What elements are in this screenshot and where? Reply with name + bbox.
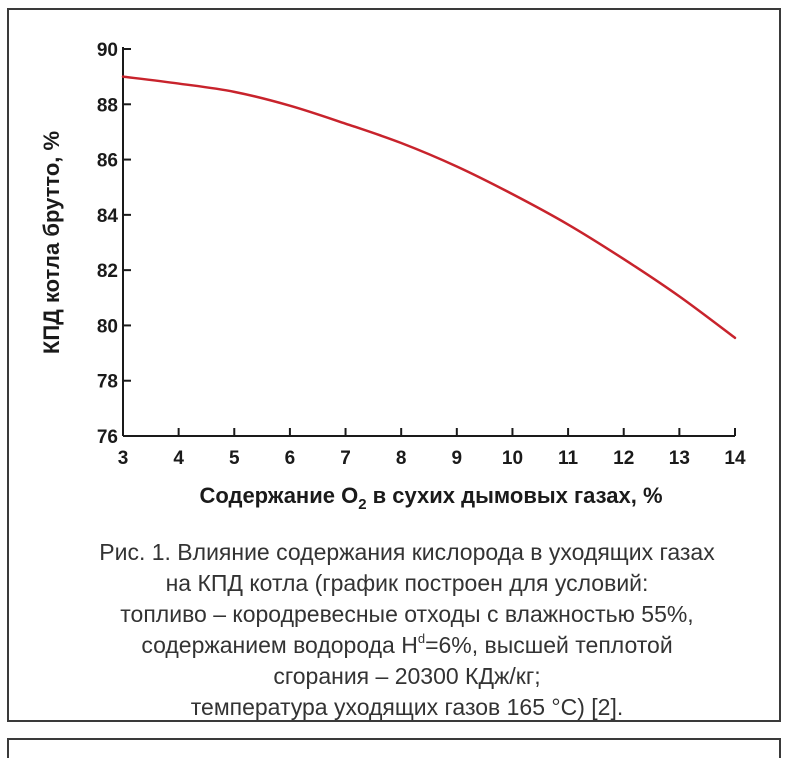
x-axis-label: Содержание O2 в сухих дымовых газах, % bbox=[199, 483, 662, 513]
x-tick-label: 3 bbox=[118, 448, 129, 469]
x-tick-label: 4 bbox=[173, 448, 184, 469]
figure-caption: Рис. 1. Влияние содержания кислорода в у… bbox=[29, 537, 785, 723]
x-tick-label: 8 bbox=[396, 448, 407, 469]
x-tick-label: 11 bbox=[558, 448, 579, 469]
caption-line-6: температура уходящих газов 165 °С) [2]. bbox=[190, 694, 624, 720]
x-tick-label: 10 bbox=[502, 448, 523, 469]
figure-frame: 76 78 80 82 84 86 88 90 3 4 5 6 7 8 9 10 11 12 13 14 КПД ко… bbox=[7, 8, 781, 722]
caption-line-5: сгорания – 20300 КДж/кг; bbox=[273, 663, 541, 689]
next-figure-frame-edge bbox=[7, 738, 781, 758]
x-axis-label-tail: в сухих дымовых газах, % bbox=[367, 483, 663, 508]
x-tick-label: 7 bbox=[340, 448, 351, 469]
y-tick-label: 78 bbox=[97, 372, 118, 393]
x-tick-label: 14 bbox=[724, 448, 746, 469]
x-axis-label-subscript: 2 bbox=[358, 496, 366, 513]
caption-line-4-start: содержанием водорода H bbox=[141, 632, 418, 658]
series-line-0 bbox=[121, 75, 737, 340]
x-tick-label: 12 bbox=[613, 448, 634, 469]
caption-line-4-end: =6%, высшей теплотой bbox=[425, 632, 673, 658]
caption-line-4-superscript: d bbox=[417, 631, 426, 646]
x-tick-label: 6 bbox=[285, 448, 296, 469]
y-tick-label: 84 bbox=[97, 206, 119, 227]
y-tick-label: 86 bbox=[97, 151, 118, 172]
caption-line-1: Рис. 1. Влияние содержания кислорода в у… bbox=[99, 539, 715, 565]
x-axis-label-main: Содержание O bbox=[199, 483, 358, 508]
y-axis-label: КПД котла брутто, % bbox=[39, 131, 64, 354]
caption-line-2: на КПД котла (график построен для услови… bbox=[165, 570, 649, 596]
y-tick-label: 90 bbox=[97, 40, 118, 61]
y-tick-label: 80 bbox=[97, 316, 118, 337]
y-tick-label: 88 bbox=[97, 95, 118, 116]
series-layer bbox=[121, 75, 737, 340]
x-tick-label: 5 bbox=[229, 448, 240, 469]
y-tick-label: 76 bbox=[97, 427, 118, 448]
x-tick-label: 13 bbox=[669, 448, 690, 469]
caption-line-4: содержанием водорода Hd=6%, высшей тепло… bbox=[29, 630, 785, 661]
x-tick-label: 9 bbox=[452, 448, 463, 469]
caption-line-3: топливо – кородревесные отходы с влажнос… bbox=[120, 601, 694, 627]
y-tick-label: 82 bbox=[97, 261, 118, 282]
